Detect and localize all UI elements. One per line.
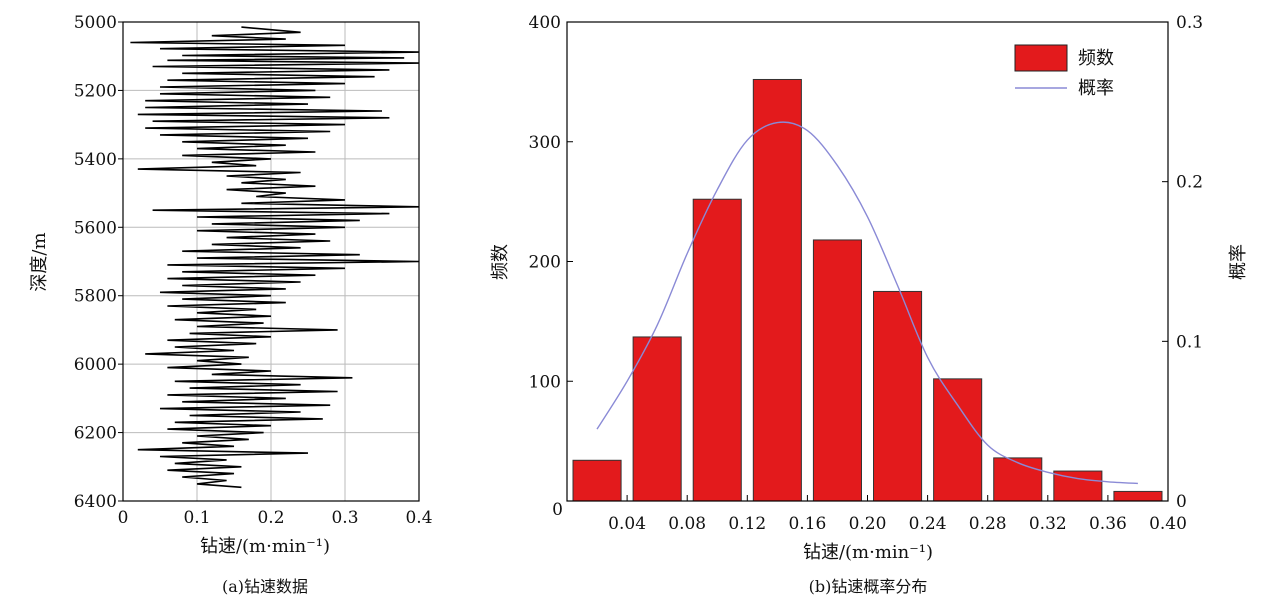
chart-a-y-tick-label: 5000 xyxy=(74,13,117,33)
chart-b-bars xyxy=(572,78,1163,502)
chart-b-y-tick-label: 100 xyxy=(529,372,561,392)
chart-a-x-tick-label: 0.4 xyxy=(405,508,432,528)
chart-a-y-tick-label: 6000 xyxy=(74,355,117,375)
chart-b-y-tick-label: 400 xyxy=(529,13,561,33)
chart-a-caption: (a)钻速数据 xyxy=(222,577,308,596)
chart-b-origin-label: 0 xyxy=(552,500,563,520)
chart-a-y-axis-label: 深度/m xyxy=(29,232,50,291)
chart-b-bar xyxy=(933,378,983,502)
chart-b-y2-axis-label: 概率 xyxy=(1228,244,1249,280)
chart-b-bar xyxy=(752,78,802,502)
chart-b-bar xyxy=(873,290,923,502)
chart-b-probability-distribution: 00.04 0.08 0.12 0.16 0.20 0.24 0.28 0.32 0.36 0.4… xyxy=(490,13,1249,596)
chart-b-x-ticks: 0 0.04 0.08 0.12 0.16 0.20 0.24 0.28 0.32 0.36 0.4… xyxy=(552,495,1187,534)
chart-b-y2-tick-label: 0.1 xyxy=(1176,332,1203,352)
chart-a-x-tick-label: 0 xyxy=(118,508,129,528)
chart-a-x-ticks: 0 0.1 0.2 0.3 0.4 xyxy=(118,508,433,528)
chart-b-x-tick-label: 0.24 xyxy=(909,514,947,534)
chart-b-y2-tick-label: 0 xyxy=(1176,492,1187,512)
chart-b-x-tick-label: 0.36 xyxy=(1089,514,1127,534)
chart-b-bar xyxy=(993,457,1043,502)
chart-b-x-tick-label: 0.32 xyxy=(1029,514,1067,534)
chart-a-y-ticks: 5000 5200 5400 5600 5800 6000 6200 6400 xyxy=(74,13,123,512)
chart-a-x-tick-label: 0.1 xyxy=(183,508,210,528)
chart-b-bar xyxy=(692,198,742,502)
chart-b-bar xyxy=(632,336,682,502)
chart-b-x-tick-label: 0.12 xyxy=(728,514,766,534)
chart-b-x-tick-label: 0.04 xyxy=(608,514,646,534)
chart-b-bar xyxy=(1113,490,1163,502)
chart-a-y-tick-label: 5400 xyxy=(74,150,117,170)
chart-a-x-tick-label: 0.3 xyxy=(331,508,358,528)
chart-b-bar xyxy=(572,459,622,502)
chart-a-y-tick-label: 6400 xyxy=(74,492,117,512)
chart-b-x-tick-label: 0.40 xyxy=(1149,514,1187,534)
chart-b-bar xyxy=(812,239,862,502)
chart-a-y-tick-label: 5200 xyxy=(74,81,117,101)
chart-b-x-tick-label: 0.28 xyxy=(969,514,1007,534)
chart-b-y2-tick-label: 0.2 xyxy=(1176,173,1203,193)
chart-b-probability-curve xyxy=(596,121,1138,485)
chart-b-y2-tick-label: 0.3 xyxy=(1176,13,1203,33)
chart-b-y2-ticks: 0 0.1 0.2 0.3 xyxy=(1162,13,1203,512)
chart-b-x-tick-label: 0.20 xyxy=(849,514,887,534)
legend-bars-swatch xyxy=(1014,44,1068,72)
chart-b-bar xyxy=(1053,470,1103,502)
legend-line-label: 概率 xyxy=(1078,78,1114,99)
chart-a-y-tick-label: 6200 xyxy=(74,424,117,444)
legend-bars-label: 频数 xyxy=(1078,48,1114,69)
chart-b-caption: (b)钻速概率分布 xyxy=(809,577,928,596)
chart-b-y-axis-label: 频数 xyxy=(490,244,511,280)
chart-b-x-tick-label: 0.08 xyxy=(668,514,706,534)
chart-a-x-axis-label: 钻速/(m·min⁻¹) xyxy=(200,536,330,557)
chart-a-series-line xyxy=(130,26,420,489)
chart-a-x-tick-label: 0.2 xyxy=(257,508,284,528)
chart-b-legend: 频数 概率 xyxy=(1014,44,1114,99)
chart-a-y-tick-label: 5800 xyxy=(74,287,117,307)
chart-a-plot-frame xyxy=(122,21,420,502)
chart-b-y-ticks: 100 200 300 400 xyxy=(529,13,573,392)
chart-b-y-tick-label: 300 xyxy=(529,133,561,153)
chart-b-x-tick-label: 0.16 xyxy=(788,514,826,534)
chart-a-y-tick-label: 5600 xyxy=(74,218,117,238)
chart-a-drilling-rate-log: 0 0.1 0.2 0.3 0.4 5000 5200 5400 5600 5800 6000 62… xyxy=(29,13,433,596)
chart-b-x-axis-label: 钻速/(m·min⁻¹) xyxy=(803,542,933,563)
chart-b-y-tick-label: 200 xyxy=(529,253,561,273)
